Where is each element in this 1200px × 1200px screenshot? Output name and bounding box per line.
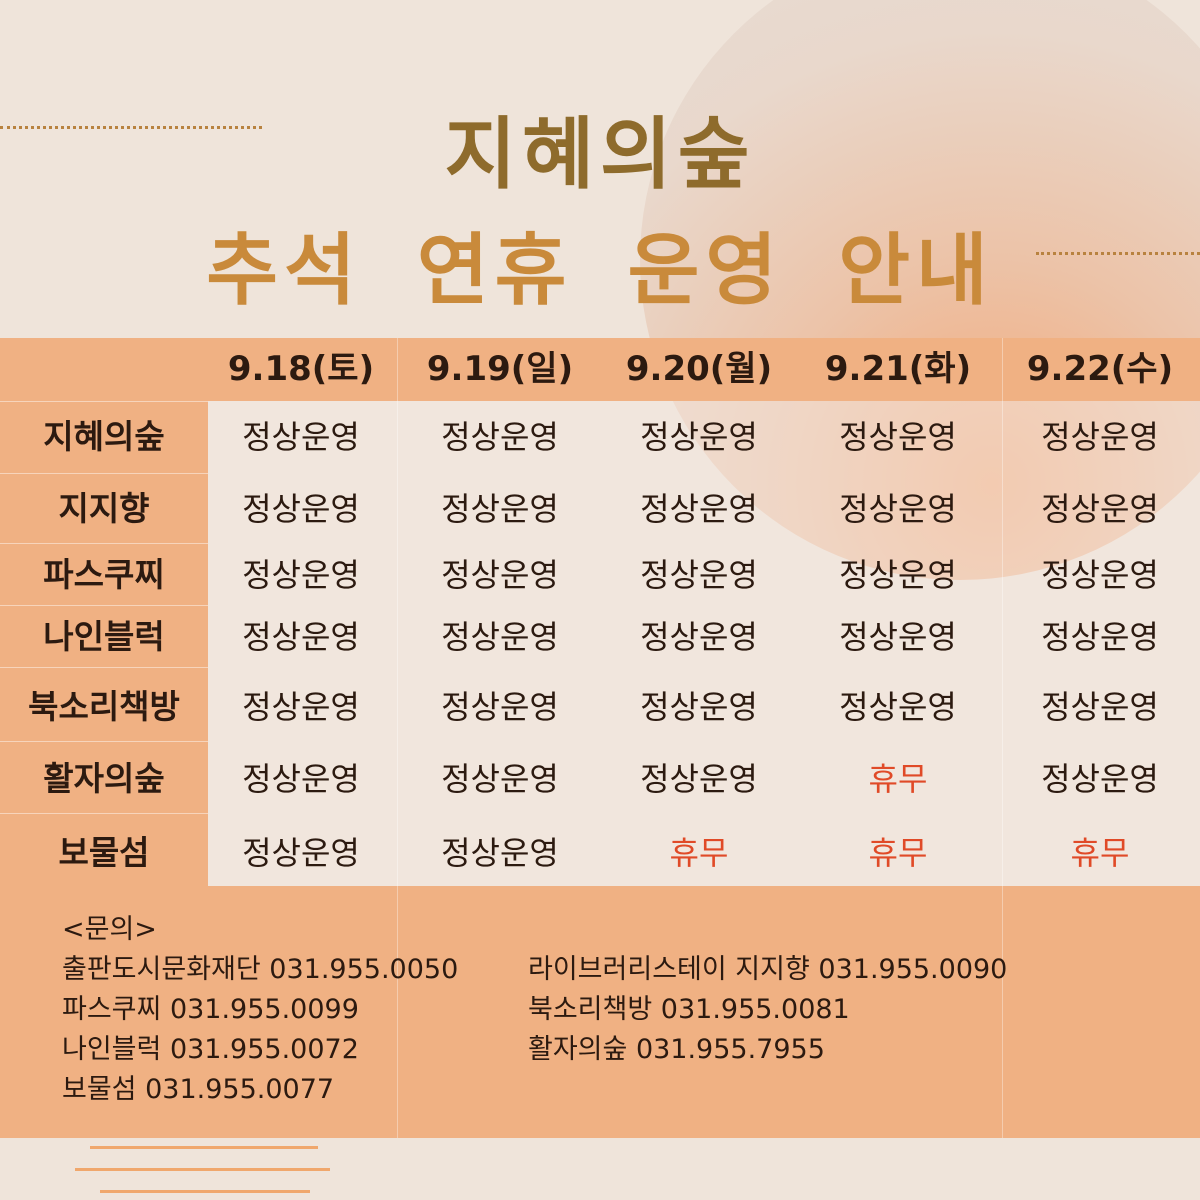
- contact-line: 나인블럭 031.955.0072: [62, 1034, 359, 1065]
- status-cell: 정상운영: [242, 418, 360, 456]
- date-header: 9.22(수): [1026, 349, 1174, 389]
- status-cell: 정상운영: [839, 490, 957, 528]
- closed-status-cell: 휴무: [1070, 834, 1130, 872]
- venue-name: 나인블럭: [43, 617, 165, 656]
- status-cell: 정상운영: [242, 490, 360, 528]
- page-title: 지혜의숲: [444, 110, 756, 200]
- row-divider: [0, 401, 208, 402]
- status-cell: 정상운영: [1041, 688, 1159, 726]
- contact-line: 라이브러리스테이 지지향 031.955.0090: [528, 954, 1008, 985]
- status-cell: 정상운영: [1041, 418, 1159, 456]
- closed-status-cell: 휴무: [868, 760, 928, 798]
- dotted-line-left: [0, 126, 262, 129]
- date-header: 9.21(화): [824, 349, 972, 389]
- venue-name: 파스쿠찌: [43, 555, 165, 594]
- status-cell: 정상운영: [441, 618, 559, 656]
- row-divider: [0, 605, 208, 606]
- status-cell: 정상운영: [441, 834, 559, 872]
- status-cell: 정상운영: [441, 760, 559, 798]
- decorative-stripe: [90, 1146, 318, 1149]
- contact-line: 파스쿠찌 031.955.0099: [62, 994, 359, 1025]
- contact-line: 보물섬 031.955.0077: [62, 1074, 335, 1105]
- status-cell: 정상운영: [640, 490, 758, 528]
- status-cell: 정상운영: [242, 834, 360, 872]
- venue-column-band: [0, 338, 208, 888]
- contact-line: 북소리책방 031.955.0081: [528, 994, 850, 1025]
- venue-name: 지지향: [58, 489, 150, 528]
- status-cell: 정상운영: [1041, 760, 1159, 798]
- date-header: 9.19(일): [426, 349, 574, 389]
- row-divider: [0, 813, 208, 814]
- closed-status-cell: 휴무: [868, 834, 928, 872]
- row-divider: [0, 667, 208, 668]
- status-cell: 정상운영: [441, 556, 559, 594]
- column-divider: [1002, 338, 1003, 1138]
- status-cell: 정상운영: [640, 760, 758, 798]
- status-cell: 정상운영: [640, 418, 758, 456]
- status-cell: 정상운영: [839, 556, 957, 594]
- status-cell: 정상운영: [1041, 490, 1159, 528]
- status-cell: 정상운영: [839, 418, 957, 456]
- row-divider: [0, 543, 208, 544]
- date-header: 9.18(토): [227, 349, 375, 389]
- status-cell: 정상운영: [640, 688, 758, 726]
- contact-line: 활자의숲 031.955.7955: [528, 1034, 825, 1065]
- contact-band: [0, 886, 1200, 1138]
- venue-name: 보물섬: [58, 833, 150, 872]
- status-cell: 정상운영: [242, 760, 360, 798]
- status-cell: 정상운영: [839, 618, 957, 656]
- status-cell: 정상운영: [242, 618, 360, 656]
- column-divider: [397, 338, 398, 1138]
- venue-name: 지혜의숲: [43, 417, 165, 456]
- row-divider: [0, 741, 208, 742]
- dotted-line-right: [1036, 252, 1200, 255]
- closed-status-cell: 휴무: [669, 834, 729, 872]
- venue-name: 북소리책방: [28, 687, 180, 726]
- decorative-stripe: [75, 1168, 330, 1171]
- date-header: 9.20(월): [625, 349, 773, 389]
- schedule-grid-panel: [208, 401, 1200, 886]
- page-subtitle: 추석 연휴 운영 안내: [206, 226, 994, 316]
- status-cell: 정상운영: [1041, 618, 1159, 656]
- status-cell: 정상운영: [441, 418, 559, 456]
- status-cell: 정상운영: [1041, 556, 1159, 594]
- status-cell: 정상운영: [640, 556, 758, 594]
- venue-name: 활자의숲: [43, 759, 165, 798]
- status-cell: 정상운영: [242, 556, 360, 594]
- status-cell: 정상운영: [242, 688, 360, 726]
- status-cell: 정상운영: [441, 490, 559, 528]
- status-cell: 정상운영: [640, 618, 758, 656]
- decorative-stripe: [100, 1190, 310, 1193]
- contact-line: 출판도시문화재단 031.955.0050: [62, 954, 459, 985]
- status-cell: 정상운영: [839, 688, 957, 726]
- row-divider: [0, 473, 208, 474]
- contact-heading: <문의>: [62, 914, 157, 945]
- status-cell: 정상운영: [441, 688, 559, 726]
